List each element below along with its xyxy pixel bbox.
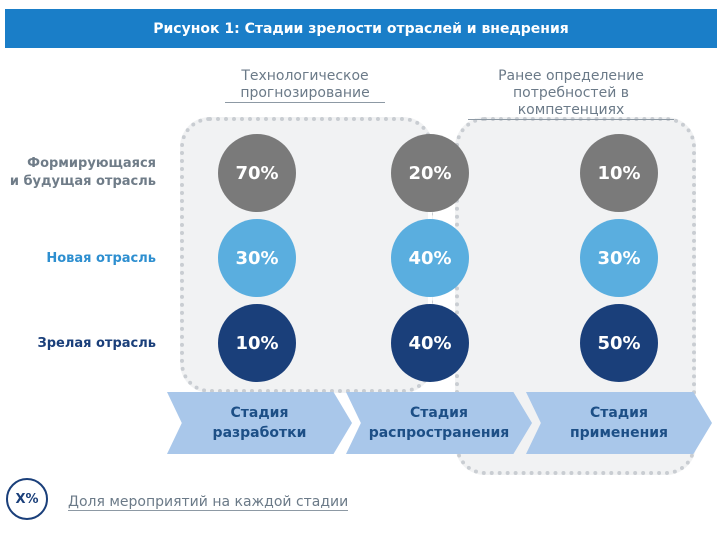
connector <box>428 296 432 310</box>
row-label-line1: Формирующаяся <box>27 156 156 171</box>
row-label-line1: Новая отрасль <box>46 251 156 266</box>
group-label-line2: потребностей в компетенциях <box>513 85 629 118</box>
value-circle-mature-diffusion: 40% <box>391 304 469 382</box>
value-circle-new-diffusion: 40% <box>391 219 469 297</box>
row-label-emerging-industry: Формирующаяся и будущая отрасль <box>0 155 156 191</box>
group-label-early-skills-identification: Ранее определение потребностей в компете… <box>468 68 674 120</box>
group-label-technology-forecasting: Технологическое прогнозирование <box>225 68 385 103</box>
value-circle-emerging-application: 10% <box>580 134 658 212</box>
stage-line2: распространения <box>368 425 510 441</box>
stage-line2: применения <box>569 425 669 441</box>
group-label-line1: Ранее определение <box>498 68 644 84</box>
value-circle-mature-application: 50% <box>580 304 658 382</box>
value-circle-emerging-diffusion: 20% <box>391 134 469 212</box>
group-label-line1: Технологическое <box>241 68 369 84</box>
stage-development: Стадия разработки <box>167 392 352 454</box>
value-circle-new-development: 30% <box>218 219 296 297</box>
row-label-new-industry: Новая отрасль <box>0 250 156 268</box>
group-label-line2: прогнозирование <box>240 85 370 101</box>
row-label-line2: и будущая отрасль <box>9 174 156 189</box>
row-label-mature-industry: Зрелая отрасль <box>0 335 156 353</box>
figure-title: Рисунок 1: Стадии зрелости отраслей и вн… <box>5 9 717 48</box>
connector <box>428 211 432 225</box>
legend-symbol: X% <box>6 478 48 520</box>
stage-line1: Стадия <box>410 405 468 421</box>
value-circle-new-application: 30% <box>580 219 658 297</box>
stage-line1: Стадия <box>590 405 648 421</box>
value-circle-emerging-development: 70% <box>218 134 296 212</box>
stage-line2: разработки <box>212 425 307 441</box>
stage-line1: Стадия <box>230 405 289 421</box>
stage-application: Стадия применения <box>526 392 712 454</box>
stage-diffusion: Стадия распространения <box>346 392 532 454</box>
legend-text: Доля мероприятий на каждой стадии <box>68 494 349 511</box>
value-circle-mature-development: 10% <box>218 304 296 382</box>
row-label-line1: Зрелая отрасль <box>37 336 156 351</box>
